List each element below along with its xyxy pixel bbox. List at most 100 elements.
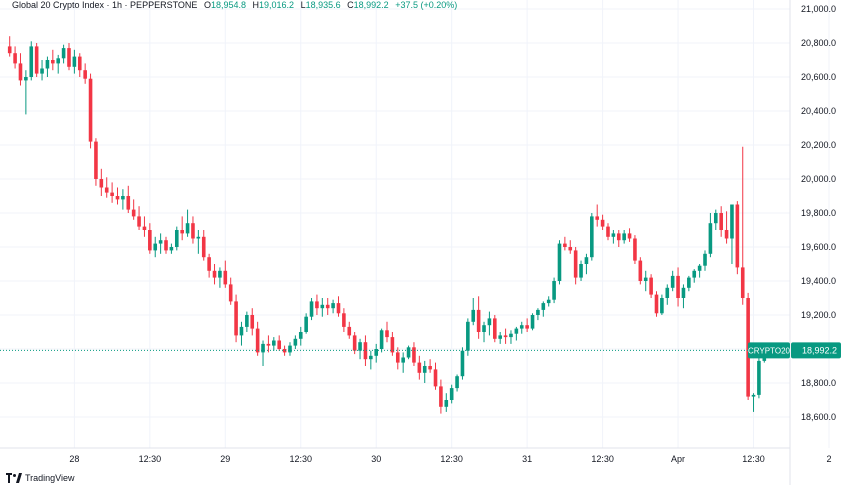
candle-body <box>633 238 637 261</box>
candle <box>487 311 492 336</box>
candle <box>320 298 325 317</box>
candle-body <box>255 328 260 353</box>
candle-body <box>676 275 680 298</box>
candle <box>757 357 761 399</box>
candle <box>158 233 163 254</box>
candle <box>390 332 395 356</box>
candle-body <box>546 299 551 304</box>
candle <box>83 63 87 84</box>
candle <box>514 326 519 341</box>
candle-body <box>352 335 357 351</box>
tradingview-logo-icon <box>6 473 22 483</box>
candle <box>600 214 605 230</box>
x-tick-label: 12:30 <box>591 454 614 464</box>
candle-body <box>503 335 508 338</box>
candle <box>406 345 411 360</box>
candle-body <box>212 270 217 278</box>
candle-body <box>563 243 567 247</box>
candle-body <box>272 340 276 346</box>
candle-body <box>660 298 664 314</box>
brand-label: TradingView <box>25 473 75 483</box>
tradingview-watermark[interactable]: TradingView <box>6 473 75 483</box>
candle-body <box>643 277 648 281</box>
candle <box>708 213 713 258</box>
candle <box>142 216 147 237</box>
x-tick-label: 12:30 <box>139 454 162 464</box>
low-label: L <box>300 0 306 10</box>
high-label: H <box>252 0 260 10</box>
y-tick-label: 19,200.0 <box>801 310 836 320</box>
candle-body <box>13 53 17 64</box>
candle-body <box>342 313 346 327</box>
x-tick-label: 31 <box>522 454 532 464</box>
close-label: C <box>347 0 354 10</box>
candle <box>606 223 610 241</box>
y-tick-label: 18,800.0 <box>801 378 836 388</box>
candle <box>185 209 190 237</box>
candle-body <box>191 223 195 239</box>
y-tick-label: 21,000.0 <box>801 4 836 14</box>
candle-body <box>153 243 158 251</box>
x-tick-label: 30 <box>371 454 381 464</box>
candle-body <box>266 343 271 346</box>
candle-body <box>730 204 734 239</box>
candle <box>568 240 573 254</box>
candle-body <box>104 187 109 193</box>
candle-body <box>476 309 481 332</box>
candle <box>622 230 626 244</box>
candle-body <box>315 301 319 309</box>
candle-body <box>94 141 98 179</box>
candle <box>131 199 136 220</box>
candle <box>169 243 174 254</box>
price-tag: CRYPTO20 18,992.2 <box>748 342 841 359</box>
candle-body <box>51 60 55 64</box>
candle <box>476 296 481 339</box>
candle <box>77 53 82 77</box>
candle <box>643 270 648 292</box>
candle-body <box>207 257 211 271</box>
candle <box>234 294 238 343</box>
candle-body <box>422 366 427 373</box>
candle <box>627 228 632 242</box>
candle <box>228 277 233 305</box>
candle <box>449 384 454 404</box>
candle <box>687 275 691 292</box>
candle <box>660 294 664 315</box>
candle-body <box>466 321 470 351</box>
candle <box>13 46 17 69</box>
candle-body <box>482 325 486 332</box>
candle-body <box>412 347 416 363</box>
x-tick-label: 12:30 <box>440 454 463 464</box>
candle-body <box>282 349 287 353</box>
candle <box>395 347 400 370</box>
candle-body <box>196 236 201 239</box>
candle <box>633 235 637 264</box>
candle-body <box>471 309 476 322</box>
price-tag-label: CRYPTO20 <box>748 346 790 355</box>
candle <box>466 318 470 356</box>
candle <box>29 41 34 81</box>
y-tick-label: 19,600.0 <box>801 242 836 252</box>
candle <box>325 298 330 315</box>
candle <box>676 267 680 307</box>
low-value: 18,935.6 <box>305 0 341 10</box>
candle <box>428 359 432 373</box>
candle-body <box>584 257 589 264</box>
candle-body <box>703 253 707 266</box>
open-value: 18,954.8 <box>210 0 246 10</box>
candle-body <box>363 342 368 360</box>
candle <box>697 264 702 278</box>
candle <box>638 257 643 285</box>
candle-body <box>358 342 362 351</box>
candle <box>692 269 697 283</box>
candle-body <box>88 78 93 142</box>
candle <box>401 352 405 373</box>
x-tick-label: 12:30 <box>289 454 312 464</box>
candle-body <box>751 394 756 397</box>
candle <box>670 270 675 292</box>
candle <box>740 146 745 305</box>
candle-body <box>223 270 228 285</box>
y-tick-label: 20,000.0 <box>801 174 836 184</box>
candle <box>45 56 50 77</box>
